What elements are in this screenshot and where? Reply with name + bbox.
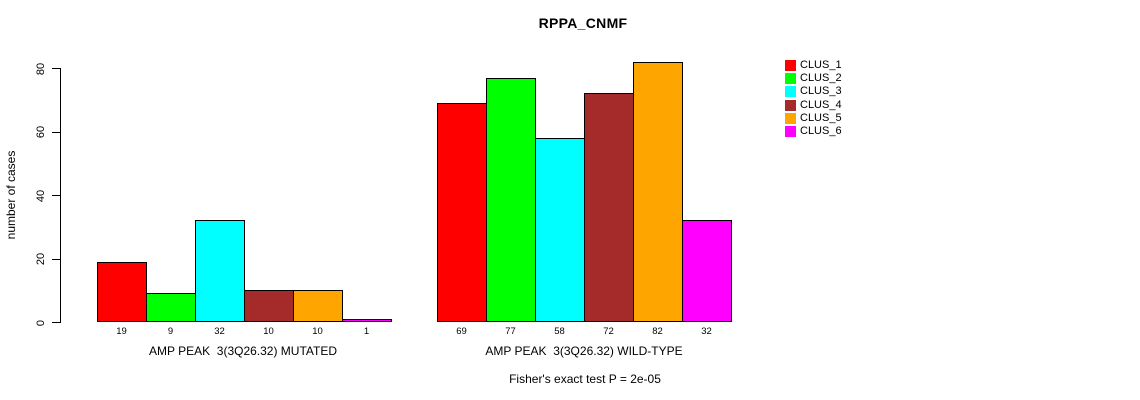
bar-clus-6 — [682, 220, 732, 322]
y-axis-tick — [52, 258, 60, 260]
legend: CLUS_1 CLUS_2 CLUS_3 CLUS_4 CLUS_5 CLUS_6 — [785, 59, 842, 138]
bar-value-label: 72 — [603, 326, 614, 337]
bar-value-label: 9 — [167, 326, 174, 337]
bar-value-label: 32 — [214, 326, 225, 337]
legend-swatch-clus-2 — [785, 73, 796, 85]
bar-clus-3 — [535, 137, 585, 322]
legend-item-label: CLUS_2 — [800, 72, 842, 85]
bar-value-label: 77 — [505, 326, 516, 337]
group-label-mutated: AMP PEAK 3(3Q26.32) MUTATED — [148, 344, 338, 358]
legend-item: CLUS_3 — [785, 85, 842, 98]
bar-value-label: 69 — [456, 326, 467, 337]
legend-swatch-clus-3 — [785, 86, 796, 98]
legend-item: CLUS_5 — [785, 112, 842, 125]
chart-title: RPPA_CNMF — [538, 15, 628, 31]
y-axis-line — [60, 68, 61, 323]
bar-clus-4 — [584, 93, 634, 322]
bar-value-label: 32 — [701, 326, 712, 337]
bar-value-label: 19 — [116, 326, 127, 337]
fisher-test-annotation: Fisher's exact test P = 2e-05 — [509, 372, 661, 386]
bar-clus-4 — [244, 290, 294, 322]
bar-value-label: 58 — [554, 326, 565, 337]
y-axis-tick — [52, 195, 60, 196]
bar-clus-5 — [293, 290, 343, 322]
y-axis-tick-label: 20 — [35, 252, 47, 266]
bar-clus-5 — [633, 61, 683, 322]
legend-item-label: CLUS_6 — [800, 125, 842, 138]
legend-swatch-clus-4 — [785, 99, 796, 111]
bar-value-label: 82 — [652, 326, 663, 337]
y-axis-tick-label: 60 — [35, 125, 47, 139]
y-axis-tick-label: 40 — [35, 189, 47, 202]
y-axis-title: number of cases — [4, 150, 18, 240]
legend-item: CLUS_6 — [785, 125, 842, 138]
bar-value-label: 10 — [312, 326, 323, 337]
legend-item: CLUS_1 — [785, 59, 842, 72]
legend-item-label: CLUS_1 — [800, 59, 842, 72]
bar-clus-1 — [437, 102, 487, 322]
legend-swatch-clus-5 — [785, 112, 796, 124]
legend-item-label: CLUS_3 — [800, 85, 842, 98]
y-axis-tick — [52, 68, 60, 69]
bar-clus-2 — [486, 77, 536, 322]
legend-swatch-clus-1 — [785, 60, 796, 72]
bar-clus-6 — [342, 318, 392, 322]
bar-clus-2 — [146, 293, 196, 322]
y-axis-tick-label: 0 — [35, 319, 47, 326]
group-label-wild-type: AMP PEAK 3(3Q26.32) WILD-TYPE — [485, 344, 683, 358]
bar-value-label: 1 — [363, 326, 370, 337]
y-axis-tick — [52, 322, 60, 323]
y-axis-tick — [52, 131, 60, 133]
legend-item-label: CLUS_5 — [800, 111, 842, 124]
legend-item: CLUS_4 — [785, 99, 842, 112]
y-axis-tick-label: 80 — [35, 62, 47, 75]
bar-clus-3 — [195, 220, 245, 322]
bar-clus-1 — [97, 261, 147, 322]
legend-swatch-clus-6 — [785, 126, 796, 138]
bar-value-label: 10 — [263, 326, 274, 337]
legend-item-label: CLUS_4 — [800, 98, 842, 111]
legend-item: CLUS_2 — [785, 72, 842, 85]
